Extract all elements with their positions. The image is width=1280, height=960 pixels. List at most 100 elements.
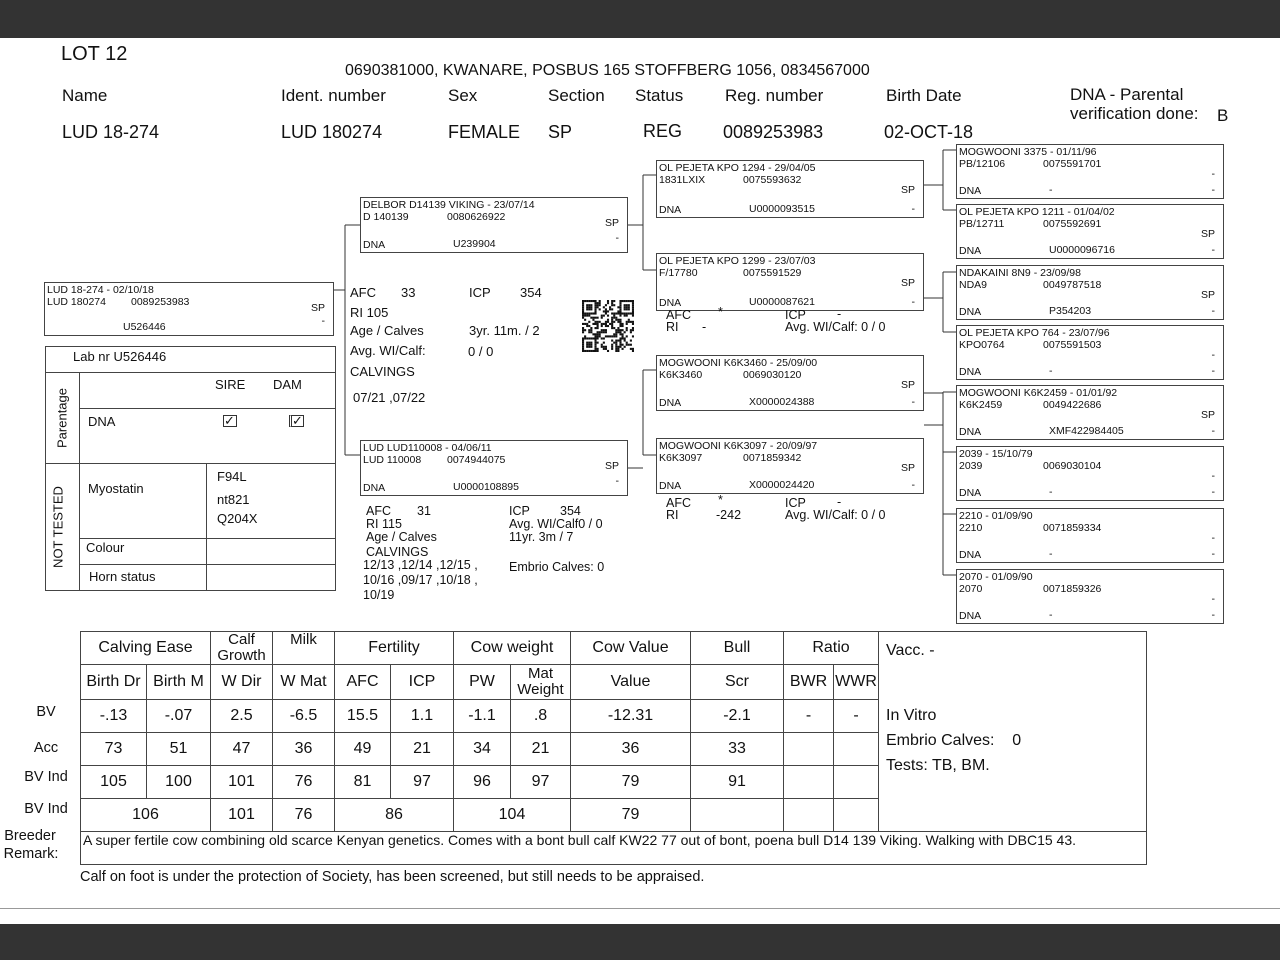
animal-title: LUD LUD110008 - 04/06/11 — [363, 442, 492, 454]
dna-number: U0000108895 — [453, 481, 519, 493]
bvind-cell: 97 — [390, 765, 454, 799]
group-cow-value: Cow Value — [570, 631, 691, 665]
sire-dna-checkbox[interactable]: ✓ — [223, 414, 237, 427]
dam-wi: Avg. WI/Calf0 / 0 — [509, 517, 603, 531]
dam-ri: RI 115 — [366, 517, 402, 531]
reg-number: 0071859326 — [1043, 583, 1102, 595]
group-bull: Bull — [690, 631, 784, 665]
sub-cell: Birth Dr — [80, 664, 147, 700]
dna-number: - — [1049, 184, 1053, 196]
acc-cell: 21 — [510, 732, 571, 766]
dna-status: - — [1211, 184, 1216, 196]
sire-icp-label: ICP — [469, 285, 491, 300]
dna-status: - — [1211, 548, 1216, 560]
qr-code[interactable] — [582, 300, 634, 352]
section: - — [1211, 168, 1216, 180]
dna-label: DNA — [959, 549, 982, 561]
pedigree-dam-dam[interactable]: MOGWOONI K6K3097 - 20/09/97 K6K3097 007185… — [656, 438, 924, 494]
myostatin-nt821: nt821 — [217, 492, 250, 507]
bv-cell: -12.31 — [570, 699, 691, 733]
dna-label: DNA — [959, 610, 982, 622]
dna-number: - — [1049, 486, 1053, 498]
dna-number: - — [1049, 365, 1053, 377]
pedigree-sire-sire[interactable]: OL PEJETA KPO 1294 - 29/04/05 1831LXIX 007… — [656, 160, 924, 218]
breeder-label: Breeder — [4, 828, 56, 844]
dna-label: DNA — [959, 245, 982, 257]
sub-cell: WWR — [833, 664, 879, 700]
sire-ri: RI 105 — [350, 305, 389, 320]
lot-number: LOT 12 — [61, 43, 128, 65]
pedigree-gen3-6[interactable]: 2039 - 15/10/79 2039 0069030104 - DNA - - — [956, 446, 1224, 501]
bv-ind-summary-row: 106 101 76 86 104 79 — [80, 798, 1147, 832]
breeder-remark: A super fertile cow combining old scarce… — [80, 831, 1147, 865]
ident-number: NDA9 — [959, 279, 988, 291]
section: SP — [1200, 409, 1215, 421]
sd-ri: - — [702, 320, 707, 334]
bv-cell: -.07 — [146, 699, 211, 733]
dam-calvings-3: 10/19 — [363, 588, 395, 602]
pedigree-gen3-8[interactable]: 2070 - 01/09/90 2070 0071859326 - DNA - - — [956, 569, 1224, 624]
sire-afc: 33 — [401, 285, 416, 300]
section: - — [1211, 532, 1216, 544]
remark-row: A super fertile cow combining old scarce… — [80, 831, 1147, 865]
bv-cell: 15.5 — [334, 699, 391, 733]
row-label-bv-ind: BV Ind — [24, 769, 68, 785]
animal-title: MOGWOONI K6K3460 - 25/09/00 — [659, 357, 818, 369]
bvind-cell: 97 — [510, 765, 571, 799]
pedigree-animal[interactable]: LUD 18-274 - 02/10/18 LUD 180274 008925398… — [44, 282, 334, 336]
sub-cell: PW — [453, 664, 511, 700]
pedigree-gen3-4[interactable]: OL PEJETA KPO 764 - 23/07/96 KPO0764 00755… — [956, 325, 1224, 380]
sd-icp: - — [837, 307, 842, 321]
dna-status: - — [615, 475, 620, 487]
ident-number: K6K3097 — [659, 452, 703, 464]
animal-title: MOGWOONI 3375 - 01/11/96 — [959, 146, 1097, 158]
section: SP — [310, 302, 325, 314]
sd-wi: Avg. WI/Calf: 0 / 0 — [785, 320, 886, 334]
group-milk: Milk — [272, 631, 335, 665]
pedigree-gen3-1[interactable]: MOGWOONI 3375 - 01/11/96 PB/12106 00755917… — [956, 144, 1224, 199]
sire-icp: 354 — [520, 285, 542, 300]
dna-number: XMF422984405 — [1049, 425, 1124, 437]
sub-cell: ICP — [390, 664, 454, 700]
dna-number: U239904 — [453, 238, 496, 250]
value-ident: LUD 180274 — [281, 122, 383, 142]
reg-number: 0075591701 — [1043, 158, 1102, 170]
pedigree-sire[interactable]: DELBOR D14139 VIKING - 23/07/14 D 140139 0… — [360, 197, 628, 253]
pedigree-dam[interactable]: LUD LUD110008 - 04/06/11 LUD 110008 007494… — [360, 440, 628, 496]
group-fertility: Fertility — [334, 631, 454, 665]
value-dna: B — [1217, 106, 1229, 125]
right-info-panel: Vacc. - In Vitro Embrio Calves: 0 Tests:… — [878, 631, 1147, 832]
acc-cell: 36 — [570, 732, 691, 766]
dna-number: U0000093515 — [749, 203, 815, 215]
sub-cell: Birth M — [146, 664, 211, 700]
sub-cell: Scr — [690, 664, 784, 700]
pedigree-dam-sire[interactable]: MOGWOONI K6K3460 - 25/09/00 K6K3460 006903… — [656, 355, 924, 411]
dam-afc-label: AFC — [366, 504, 391, 518]
dam-column-label: DAM — [273, 377, 302, 392]
bvind-cell: 105 — [80, 765, 147, 799]
dna-status: - — [1211, 305, 1216, 317]
pedigree-sire-dam[interactable]: OL PEJETA KPO 1299 - 23/07/03 F/17780 0075… — [656, 253, 924, 311]
ident-number: 1831LXIX — [659, 174, 706, 186]
sd-afc-label: AFC — [666, 308, 691, 322]
sire-age-label: Age / Calves — [350, 323, 424, 338]
dna-status: - — [615, 232, 620, 244]
animal-title: OL PEJETA KPO 1299 - 23/07/03 — [659, 255, 816, 267]
bv-cell: - — [833, 699, 879, 733]
label-name: Name — [62, 86, 108, 105]
sire-age: 3yr. 11m. / 2 — [469, 323, 540, 338]
animal-title: OL PEJETA KPO 1294 - 29/04/05 — [659, 162, 816, 174]
bvind-cell — [783, 765, 834, 799]
animal-title: MOGWOONI K6K3097 - 20/09/97 — [659, 440, 818, 452]
animal-title: OL PEJETA KPO 764 - 23/07/96 — [959, 327, 1110, 339]
pedigree-gen3-3[interactable]: NDAKAINI 8N9 - 23/09/98 NDA9 0049787518 SP D… — [956, 265, 1224, 320]
pedigree-gen3-5[interactable]: MOGWOONI K6K2459 - 01/01/92 K6K2459 004942… — [956, 385, 1224, 440]
pedigree-gen3-2[interactable]: OL PEJETA KPO 1211 - 01/04/02 PB/12711 007… — [956, 204, 1224, 259]
sub-cell: W Dir — [210, 664, 273, 700]
label-dna-parental: DNA - Parental — [1070, 85, 1184, 104]
pedigree-gen3-7[interactable]: 2210 - 01/09/90 2210 0071859334 - DNA - - — [956, 508, 1224, 563]
dam-dna-checkbox[interactable]: ✓ — [289, 414, 304, 427]
dd-ri: -242 — [716, 508, 742, 522]
label-dna-verification: verification done: — [1070, 104, 1199, 123]
